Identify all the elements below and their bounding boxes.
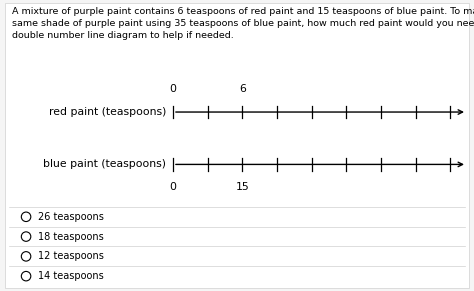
Text: red paint (teaspoons): red paint (teaspoons) (48, 107, 166, 117)
Text: 18 teaspoons: 18 teaspoons (38, 232, 104, 242)
Text: 0: 0 (170, 84, 176, 94)
Text: 12 teaspoons: 12 teaspoons (38, 251, 104, 261)
Text: 14 teaspoons: 14 teaspoons (38, 271, 104, 281)
Text: 0: 0 (170, 182, 176, 192)
Text: A mixture of purple paint contains 6 teaspoons of red paint and 15 teaspoons of : A mixture of purple paint contains 6 tea… (12, 7, 474, 40)
FancyBboxPatch shape (5, 3, 469, 288)
Text: 26 teaspoons: 26 teaspoons (38, 212, 104, 222)
Text: 15: 15 (236, 182, 249, 192)
Text: blue paint (teaspoons): blue paint (teaspoons) (43, 159, 166, 169)
Text: 6: 6 (239, 84, 246, 94)
